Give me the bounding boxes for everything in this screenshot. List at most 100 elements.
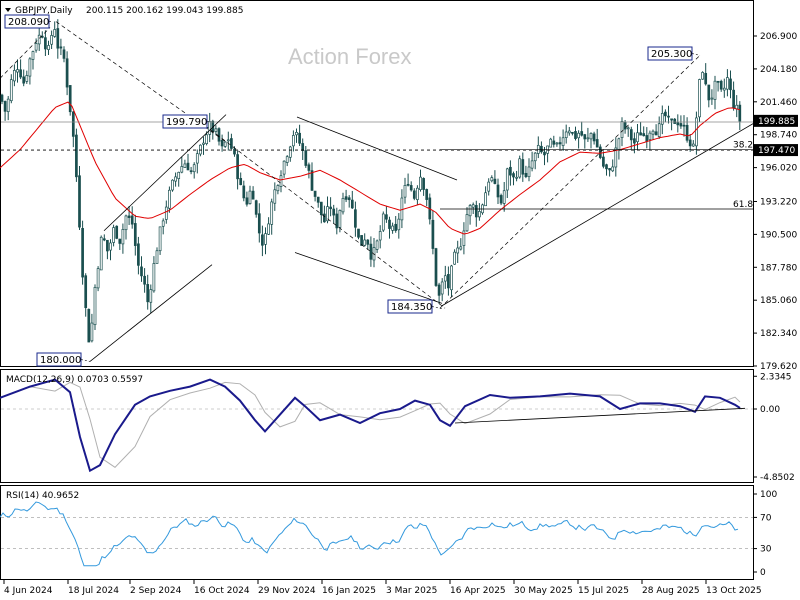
candle-body bbox=[639, 132, 642, 136]
main-layer: 38.2 61.8 208.090 199.790 180.000 184.350 205.… bbox=[0, 14, 755, 367]
candle-body bbox=[682, 124, 686, 127]
candle-body bbox=[239, 178, 243, 186]
candle-body bbox=[152, 263, 156, 292]
candle-body bbox=[530, 160, 534, 169]
candle-body bbox=[140, 266, 143, 277]
symbol-label: GBPJPY,Daily bbox=[15, 6, 73, 16]
candle-body bbox=[468, 205, 472, 217]
level-price-tag bbox=[754, 144, 798, 157]
candle-body bbox=[323, 213, 326, 223]
date-tick-label: 15 Jul 2025 bbox=[578, 586, 629, 596]
candle-body bbox=[341, 198, 345, 213]
candle-body bbox=[564, 131, 568, 138]
candle-body bbox=[518, 158, 522, 178]
candle-body bbox=[695, 117, 698, 147]
candle-body bbox=[707, 84, 711, 101]
candle-body bbox=[226, 139, 230, 142]
candle-body bbox=[416, 187, 419, 200]
candle-body bbox=[44, 37, 47, 50]
candle-body bbox=[515, 176, 518, 179]
candle-body bbox=[502, 190, 506, 204]
candle-body bbox=[155, 250, 159, 264]
candle-body bbox=[251, 190, 255, 200]
candle-body bbox=[381, 213, 385, 231]
candle-body bbox=[732, 89, 735, 109]
fib-61-8-label: 61.8 bbox=[733, 200, 753, 210]
price-tick-label: 190.500 bbox=[760, 230, 797, 240]
candles bbox=[0, 19, 742, 343]
candle-body bbox=[124, 215, 128, 231]
candle-body bbox=[282, 160, 286, 175]
candle-body bbox=[264, 233, 267, 245]
watermark: Action Forex bbox=[288, 44, 412, 69]
candle-body bbox=[493, 178, 497, 184]
candle-body bbox=[16, 69, 19, 73]
candle-body bbox=[96, 268, 100, 289]
candle-body bbox=[691, 143, 695, 147]
candle-body bbox=[360, 235, 363, 246]
candle-body bbox=[645, 135, 649, 142]
last-price-tag bbox=[754, 114, 798, 127]
candle-body bbox=[670, 118, 673, 121]
date-tick-label: 3 Mar 2025 bbox=[386, 586, 437, 596]
candle-body bbox=[642, 133, 646, 137]
rsi-tick-label: 30 bbox=[760, 545, 772, 555]
rsi-tick-label: 100 bbox=[760, 490, 777, 500]
candle-body bbox=[571, 131, 574, 134]
candle-body bbox=[617, 138, 621, 150]
candle-body bbox=[729, 78, 732, 91]
candle-body bbox=[6, 98, 10, 112]
candle-body bbox=[629, 129, 633, 141]
candle-body bbox=[261, 234, 264, 246]
candle-body bbox=[19, 69, 22, 78]
price-tick-label: 204.180 bbox=[760, 65, 797, 75]
candle-body bbox=[484, 192, 487, 207]
candle-body bbox=[437, 284, 441, 296]
candle-body bbox=[685, 124, 689, 141]
candle-body bbox=[651, 130, 655, 135]
macd-label: MACD(12,26,9) 0.0703 0.5597 bbox=[6, 375, 143, 385]
candle-body bbox=[602, 156, 605, 167]
candle-body bbox=[65, 58, 69, 88]
candle-body bbox=[636, 132, 639, 143]
candle-body bbox=[487, 181, 491, 192]
candle-body bbox=[598, 146, 602, 158]
candle-body bbox=[474, 205, 478, 218]
candle-body bbox=[329, 206, 332, 210]
candle-body bbox=[288, 146, 292, 158]
candle-body bbox=[577, 132, 580, 139]
price-tick-label: 179.620 bbox=[760, 362, 797, 372]
candle-body bbox=[93, 287, 97, 326]
candle-body bbox=[698, 79, 701, 118]
candle-body bbox=[403, 185, 407, 198]
macd-panel bbox=[0, 369, 754, 483]
candle-body bbox=[295, 132, 298, 136]
dashed-line-3 bbox=[439, 55, 701, 309]
candle-body bbox=[319, 201, 323, 216]
candle-body bbox=[521, 159, 525, 175]
trend-line-4 bbox=[441, 122, 755, 307]
candle-body bbox=[673, 118, 677, 124]
candle-body bbox=[217, 128, 221, 142]
candle-body bbox=[450, 265, 453, 291]
trend-line-3 bbox=[294, 252, 443, 304]
candle-body bbox=[719, 80, 723, 90]
dropdown-triangle-icon[interactable] bbox=[5, 8, 11, 12]
candle-body bbox=[242, 185, 246, 199]
macd-tick-label: 0.00 bbox=[760, 405, 780, 415]
candle-body bbox=[496, 184, 500, 198]
candle-body bbox=[338, 210, 342, 228]
price-tick-label: 201.460 bbox=[760, 98, 797, 108]
candle-body bbox=[688, 139, 692, 147]
candle-body bbox=[499, 195, 503, 204]
rsi-label: RSI(14) 40.9652 bbox=[6, 491, 79, 501]
candle-body bbox=[245, 197, 249, 205]
candle-body bbox=[106, 239, 109, 252]
candle-body bbox=[71, 111, 75, 137]
candle-body bbox=[701, 72, 704, 80]
rsi-layer bbox=[0, 501, 753, 567]
candle-body bbox=[332, 208, 336, 216]
candle-body bbox=[704, 72, 708, 85]
date-tick-label: 16 Oct 2024 bbox=[194, 586, 250, 596]
